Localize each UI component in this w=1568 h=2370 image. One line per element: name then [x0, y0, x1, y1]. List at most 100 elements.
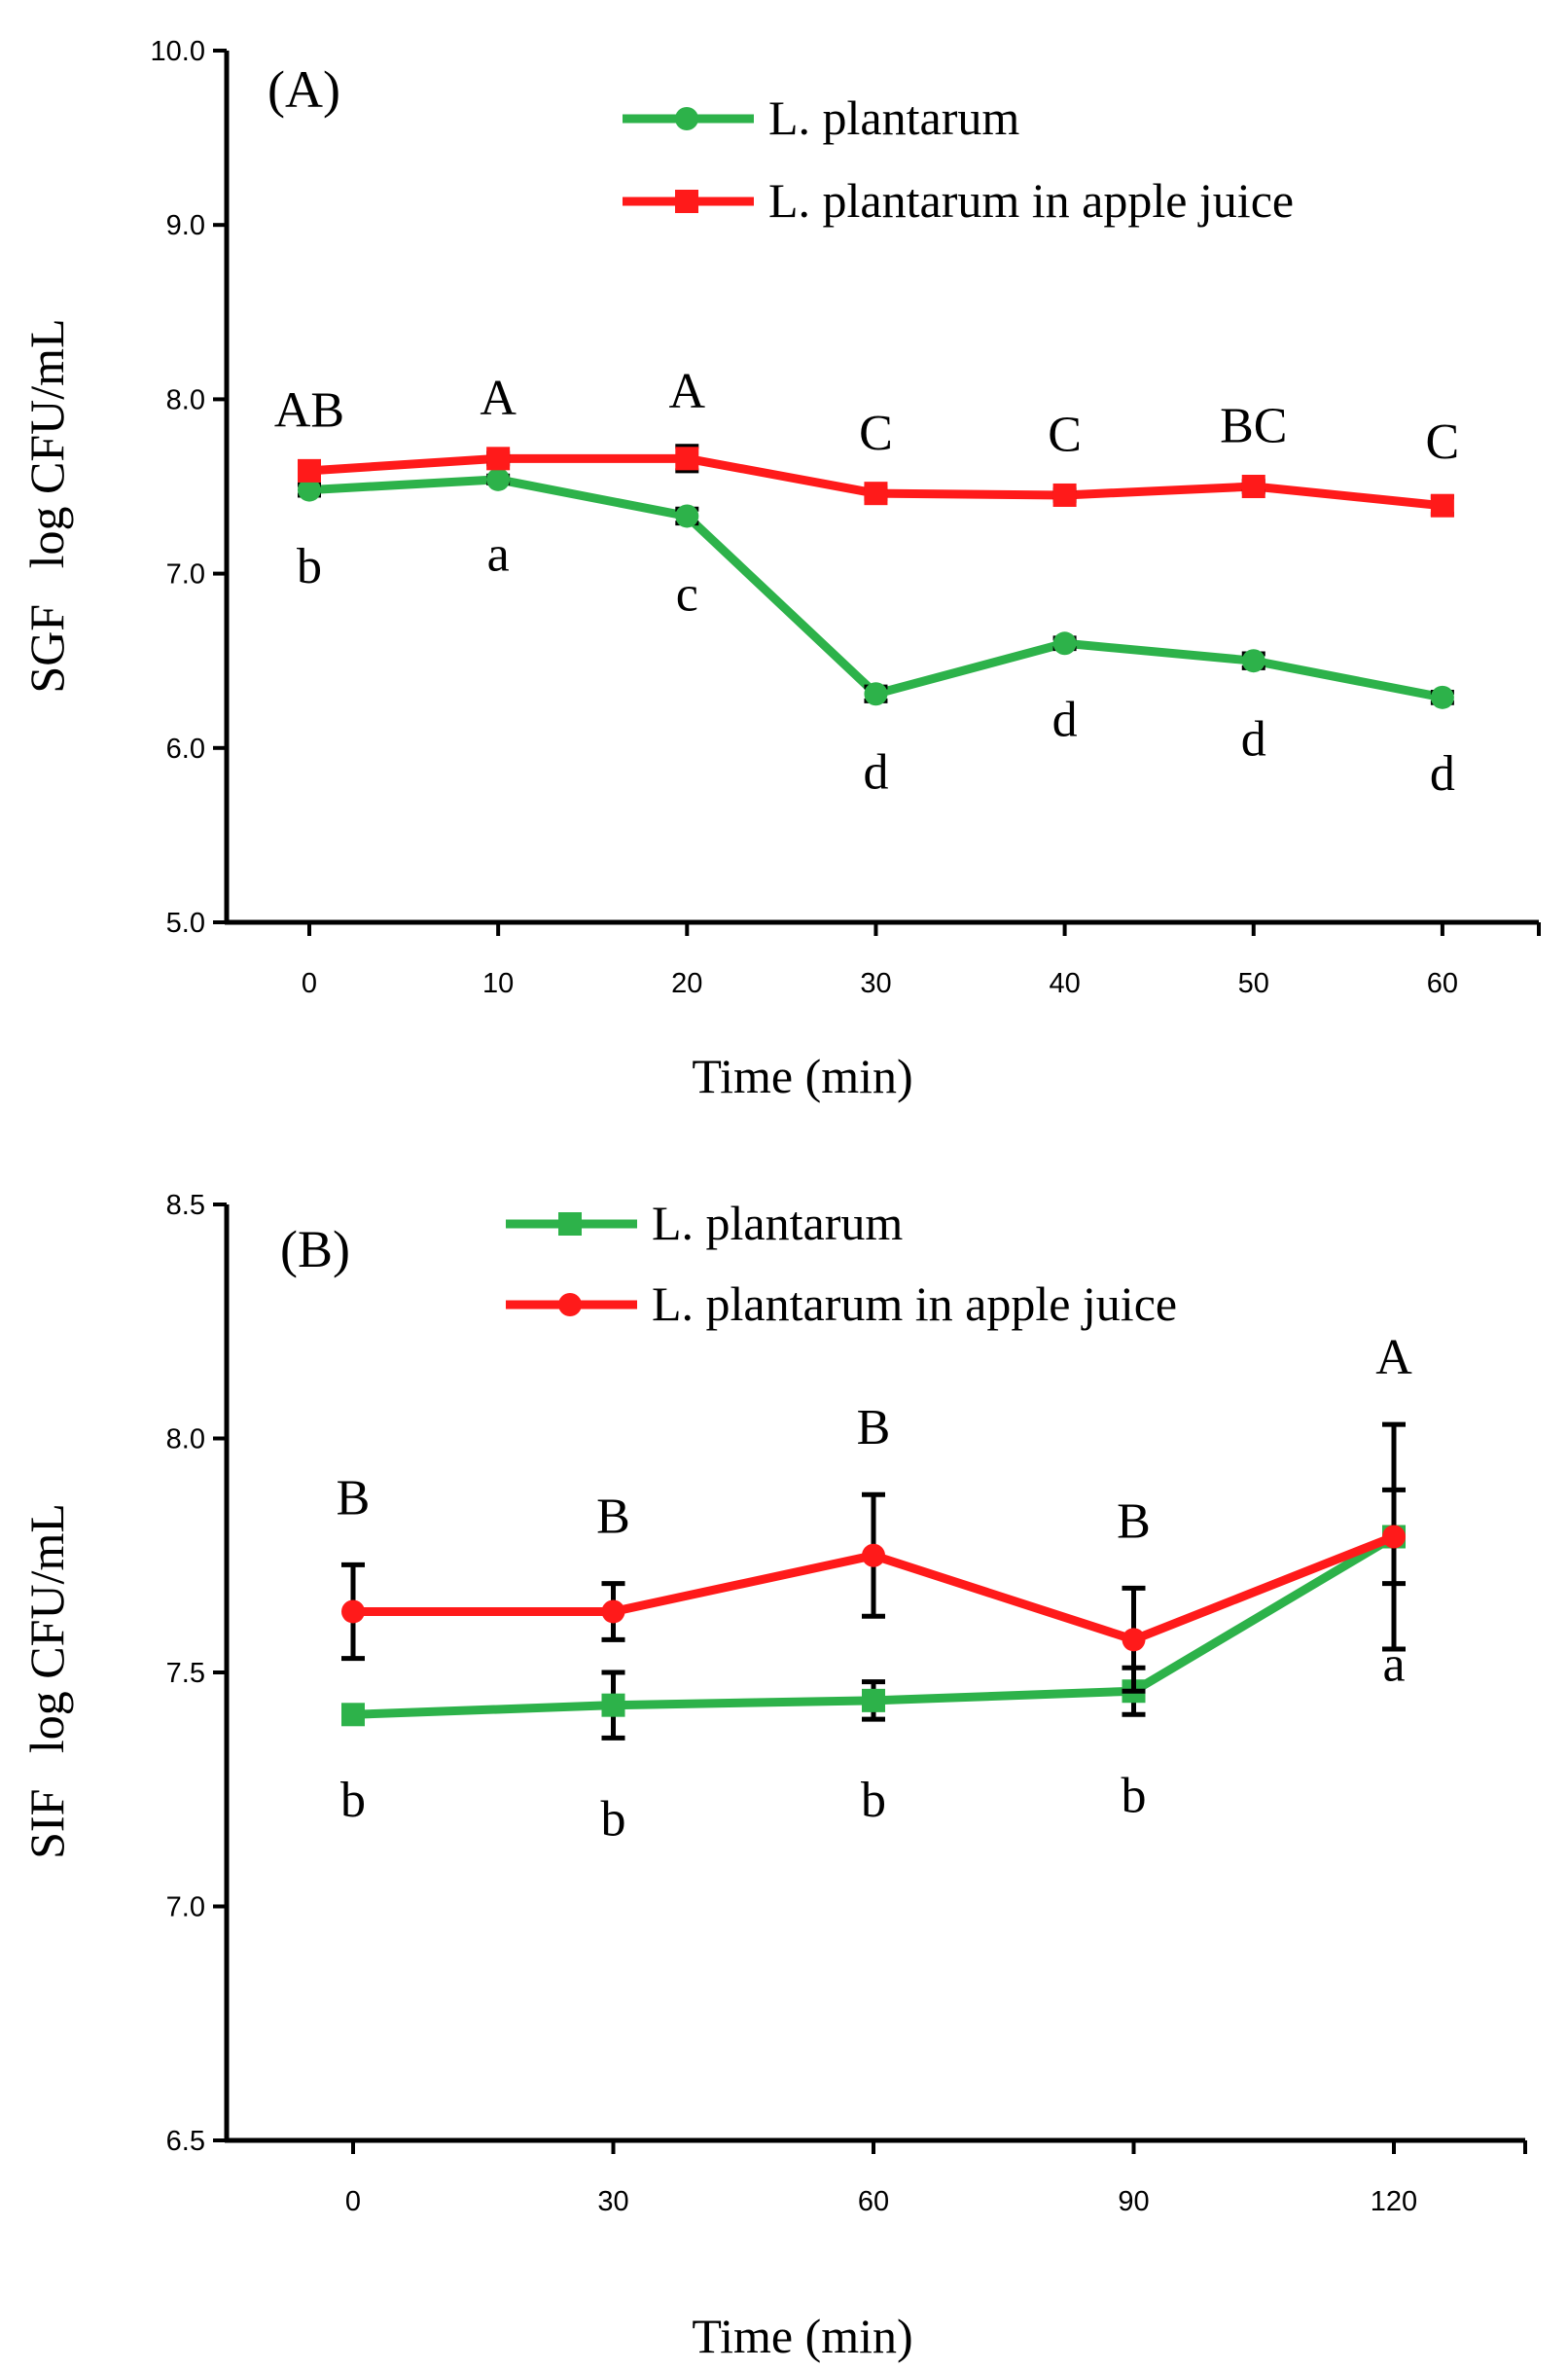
- x-tick-label: 50: [1238, 968, 1269, 999]
- x-tick-label: 120: [1371, 2186, 1417, 2217]
- legend-marker: [675, 107, 698, 130]
- y-axis-label: SIF log CFU/mL: [19, 1503, 74, 1859]
- significance-label: B: [1117, 1493, 1151, 1549]
- legend-marker-shape: [675, 107, 698, 130]
- series-l-plantarum-apple-juice: B B B B A: [337, 1330, 1412, 1694]
- data-point: [675, 447, 699, 471]
- legend-marker: [675, 190, 698, 213]
- x-tick-label: 60: [1427, 968, 1458, 999]
- significance-label: d: [863, 744, 888, 800]
- y-axis-label-units: log CFU/mL: [19, 1503, 74, 1753]
- data-point: [1241, 649, 1265, 673]
- significance-label: b: [340, 1773, 366, 1828]
- x-tick-label: 20: [671, 968, 702, 999]
- data-point: [675, 504, 699, 528]
- significance-label: C: [1048, 408, 1082, 463]
- significance-label: A: [480, 371, 517, 426]
- data-point: [1430, 685, 1454, 709]
- data-point: [341, 1599, 365, 1624]
- y-axis-label-prefix: SIF: [19, 1789, 74, 1859]
- legend-label: L. plantarum: [768, 90, 1019, 145]
- svg-text:SGF log CFU/mL: SGF log CFU/mL: [19, 318, 74, 693]
- series-l-plantarum-apple-juice: AB A A C C BC C: [274, 364, 1459, 518]
- series-l-plantarum: b a c d d d d: [297, 467, 1455, 802]
- x-tick-label: 0: [302, 968, 317, 999]
- x-tick-label: 60: [858, 2186, 889, 2217]
- data-point: [862, 1543, 885, 1567]
- legend-marker: [558, 1293, 582, 1316]
- legend: L. plantarum L. plantarum in apple juice: [506, 1196, 1177, 1331]
- legend-label: L. plantarum: [652, 1196, 903, 1250]
- legend: L. plantarum L. plantarum in apple juice: [623, 90, 1294, 228]
- y-axis-label: SGF log CFU/mL: [19, 318, 74, 693]
- significance-label: B: [337, 1470, 371, 1526]
- x-tick-label: 30: [860, 968, 891, 999]
- svg-text:SIF log CFU/mL: SIF log CFU/mL: [19, 1503, 74, 1859]
- data-point: [298, 478, 321, 502]
- significance-label: d: [1052, 693, 1078, 748]
- x-axis-label: Time (min): [692, 1049, 912, 1103]
- chart-panel-a: 5.0 6.0 7.0 8.0 9.0 10.0 0 10 20 30 40 50 60 b a c d d d d A…: [19, 36, 1541, 1103]
- x-tick-label: 90: [1118, 2186, 1149, 2217]
- legend-marker-shape: [558, 1212, 582, 1236]
- data-point: [862, 1688, 885, 1712]
- significance-label: B: [857, 1400, 891, 1455]
- significance-label: C: [1426, 414, 1460, 470]
- data-point: [1052, 483, 1077, 507]
- data-point: [1241, 475, 1265, 498]
- significance-label: C: [859, 406, 893, 461]
- panel-label: (B): [280, 1220, 350, 1278]
- significance-label: BC: [1220, 399, 1287, 454]
- data-point: [864, 682, 888, 706]
- x-axis-label: Time (min): [692, 2309, 912, 2363]
- data-point: [601, 1599, 625, 1624]
- data-point: [601, 1693, 625, 1717]
- y-tick-label: 6.0: [166, 734, 205, 765]
- data-point: [1122, 1628, 1146, 1652]
- y-tick-label: 8.0: [166, 1424, 205, 1455]
- data-point: [486, 467, 511, 491]
- legend-marker-shape: [558, 1293, 582, 1316]
- series-line: [308, 475, 1443, 702]
- data-point: [1382, 1525, 1406, 1549]
- significance-label: b: [1122, 1768, 1147, 1823]
- x-tick-label: 0: [345, 2186, 361, 2217]
- significance-label: a: [487, 526, 510, 582]
- data-point: [298, 458, 321, 483]
- x-tick-label: 40: [1049, 968, 1080, 999]
- legend-label: L. plantarum in apple juice: [652, 1276, 1177, 1331]
- data-point: [341, 1703, 365, 1727]
- significance-label: c: [676, 567, 698, 623]
- panel-label: (A): [267, 60, 340, 119]
- y-axis-label-units: log CFU/mL: [19, 318, 74, 568]
- significance-label: d: [1241, 711, 1266, 767]
- y-tick-label: 6.5: [166, 2126, 205, 2157]
- y-tick-label: 8.0: [166, 384, 205, 415]
- significance-label: AB: [274, 382, 344, 438]
- x-tick-label: 10: [482, 968, 514, 999]
- significance-label: d: [1430, 746, 1455, 802]
- data-point: [1430, 493, 1454, 518]
- y-tick-label: 9.0: [166, 210, 205, 241]
- legend-marker: [558, 1212, 582, 1236]
- x-tick-label: 30: [597, 2186, 628, 2217]
- plot-area: 5.0 6.0 7.0 8.0 9.0 10.0 0 10 20 30 40 50 60 b a c d d d d A…: [151, 36, 1541, 999]
- significance-label: b: [601, 1791, 626, 1847]
- significance-label: B: [596, 1490, 630, 1545]
- y-axis-label-prefix: SGF: [19, 604, 74, 694]
- y-tick-label: 10.0: [151, 36, 205, 67]
- legend-label: L. plantarum in apple juice: [768, 173, 1294, 228]
- significance-label: A: [1375, 1330, 1412, 1385]
- y-tick-label: 5.0: [166, 908, 205, 939]
- data-point: [486, 447, 511, 471]
- y-tick-label: 8.5: [166, 1190, 205, 1221]
- significance-label: b: [861, 1773, 886, 1828]
- significance-label: A: [669, 364, 706, 419]
- y-tick-label: 7.0: [166, 559, 205, 591]
- data-point: [1052, 631, 1077, 656]
- significance-label: b: [297, 539, 322, 594]
- legend-marker-shape: [675, 190, 698, 213]
